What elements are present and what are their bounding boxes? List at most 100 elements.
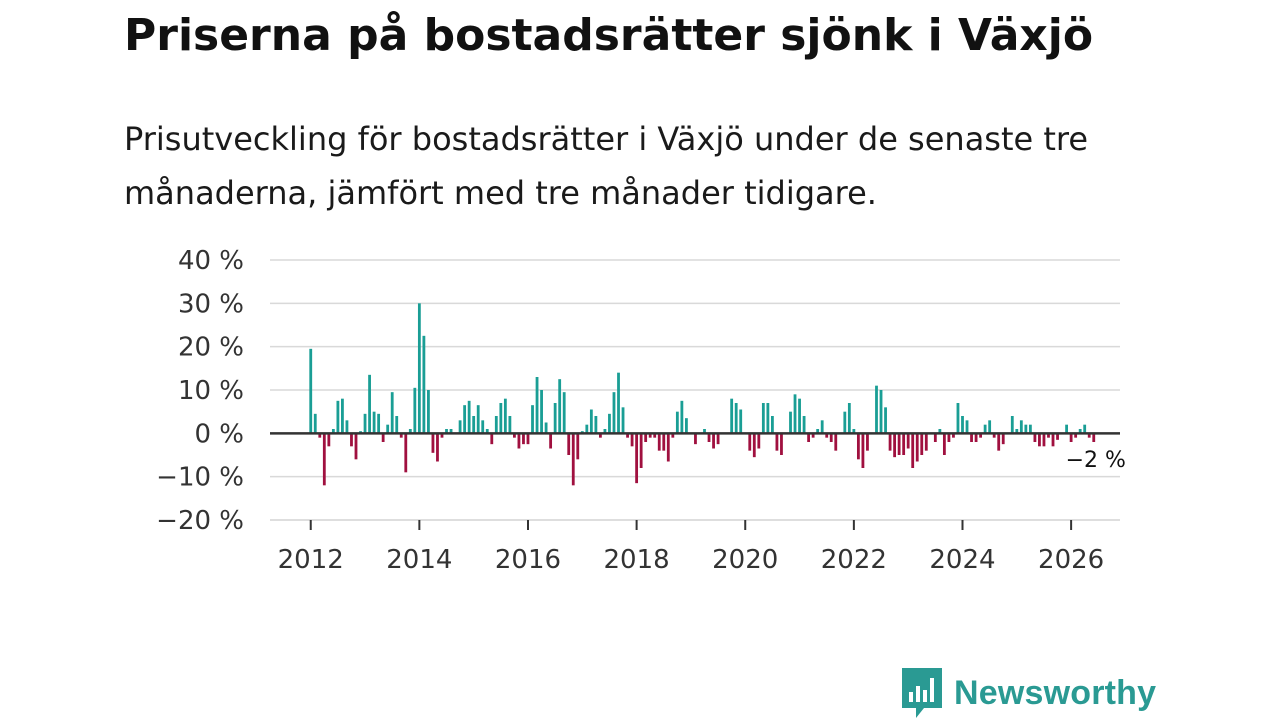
- bar: [1047, 433, 1050, 438]
- bar: [924, 433, 928, 451]
- bar: [644, 433, 648, 442]
- bar: [712, 433, 715, 449]
- bar: [567, 433, 571, 455]
- bar: [915, 433, 919, 462]
- bar: [1069, 433, 1073, 442]
- bar: [820, 420, 824, 434]
- bar: [612, 392, 616, 434]
- bar: [381, 433, 385, 442]
- bar: [1078, 429, 1082, 434]
- bar: [445, 429, 448, 434]
- bar: [431, 433, 435, 453]
- bar: [671, 433, 675, 438]
- bar: [866, 433, 869, 451]
- bar: [639, 433, 643, 468]
- bar: [1056, 433, 1059, 440]
- bar: [825, 433, 829, 438]
- x-tick-label: 2026: [1038, 545, 1104, 575]
- bar: [1087, 433, 1091, 438]
- bar: [1074, 433, 1078, 438]
- bar: [390, 392, 394, 434]
- y-tick-label: 20 %: [178, 333, 244, 363]
- bar: [856, 433, 860, 460]
- bar: [399, 433, 403, 438]
- bar: [707, 433, 711, 442]
- bar: [897, 433, 901, 455]
- bar: [608, 413, 611, 434]
- bar: [879, 390, 883, 434]
- bar: [694, 433, 697, 445]
- bar: [811, 433, 815, 438]
- bar: [449, 429, 453, 434]
- bar: [350, 433, 353, 447]
- bar: [603, 429, 607, 434]
- bar: [463, 405, 467, 434]
- bar: [730, 398, 734, 434]
- bar: [780, 433, 783, 455]
- y-tick-label: 0 %: [194, 419, 244, 449]
- bar: [1024, 424, 1028, 434]
- bar: [789, 411, 792, 434]
- bar: [1083, 424, 1087, 434]
- bar: [472, 416, 476, 434]
- bar: [888, 433, 892, 451]
- bar: [617, 372, 620, 434]
- bar: [476, 405, 480, 434]
- bar: [1033, 433, 1037, 442]
- bar: [675, 411, 679, 434]
- bar: [807, 433, 811, 442]
- bar: [522, 433, 525, 445]
- bar: [775, 433, 779, 451]
- bar: [766, 403, 770, 434]
- chart-title: Priserna på bostadsrätter sjönk i Växjö: [124, 10, 1094, 61]
- bar: [1042, 433, 1046, 447]
- bar: [494, 416, 498, 434]
- bar: [716, 433, 720, 445]
- bar: [979, 433, 982, 438]
- bar: [440, 433, 444, 438]
- bar: [770, 416, 774, 434]
- bar: [499, 403, 503, 434]
- bar: [331, 429, 335, 434]
- bar: [793, 394, 797, 434]
- bar: [481, 420, 485, 434]
- bar: [861, 433, 865, 468]
- bar: [662, 433, 666, 451]
- bar: [893, 433, 897, 458]
- bar: [956, 403, 960, 434]
- bar: [594, 416, 598, 434]
- newsworthy-logo-icon: [902, 668, 942, 718]
- bar: [485, 429, 489, 434]
- bar: [961, 416, 964, 434]
- bar: [933, 433, 937, 442]
- bar: [734, 403, 738, 434]
- bar: [653, 433, 657, 438]
- bar: [739, 409, 743, 434]
- bar: [585, 424, 589, 434]
- bar: [947, 433, 951, 442]
- x-tick-label: 2016: [495, 545, 561, 575]
- end-label-background: [1061, 445, 1130, 474]
- bar: [621, 407, 625, 434]
- end-value-label: −2 %: [1066, 448, 1126, 473]
- bar: [852, 429, 856, 434]
- bar: [508, 416, 512, 434]
- bar: [657, 433, 661, 451]
- x-tick-label: 2024: [929, 545, 995, 575]
- bar: [345, 420, 349, 434]
- bar: [395, 416, 399, 434]
- bar: [798, 398, 801, 434]
- bar: [309, 348, 313, 434]
- bar: [363, 413, 367, 434]
- bar: [436, 433, 439, 462]
- bar: [757, 433, 761, 449]
- bar: [1015, 429, 1019, 434]
- bar: [368, 374, 371, 434]
- bar: [942, 433, 946, 455]
- bar: [970, 433, 973, 442]
- bar: [589, 409, 593, 434]
- bar: [386, 424, 390, 434]
- bar: [1010, 416, 1014, 434]
- bar: [404, 433, 408, 473]
- bar: [377, 413, 381, 434]
